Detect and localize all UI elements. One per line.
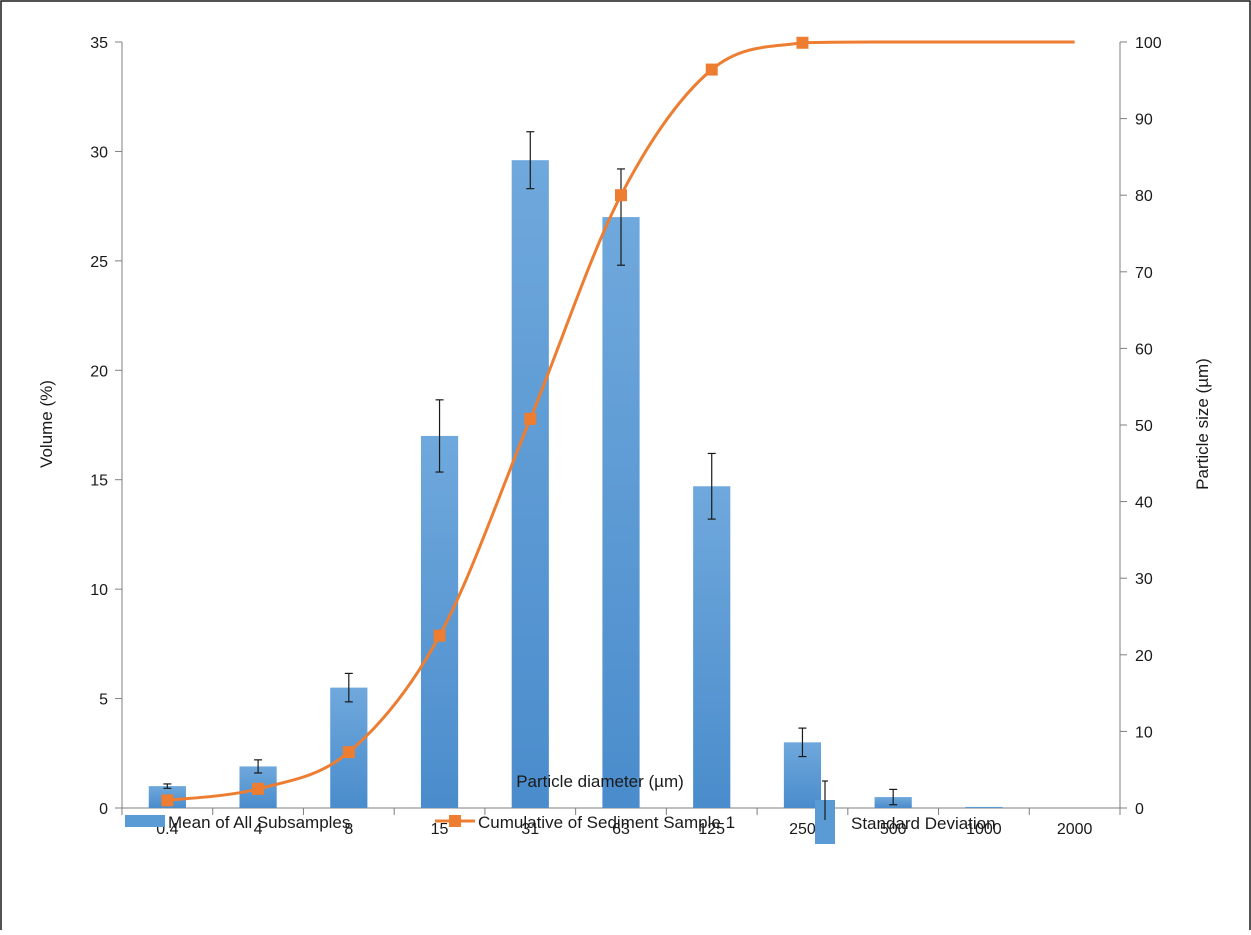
- bar: [420, 435, 459, 808]
- x-tick-label: 31: [521, 821, 539, 838]
- y-tick-label: 15: [90, 473, 108, 490]
- x-tick-label: 63: [612, 821, 630, 838]
- y2-tick-label: 90: [1135, 112, 1153, 129]
- bar: [511, 160, 549, 808]
- legend: Mean of All Subsamples Cumulative of Sed…: [125, 780, 996, 844]
- y-tick-label: 0: [99, 801, 108, 818]
- legend-label-mean: Mean of All Subsamples: [168, 813, 350, 832]
- y2-tick-label: 70: [1135, 265, 1153, 282]
- x-tick-label: 2000: [1057, 821, 1093, 838]
- cumulative-marker: [524, 412, 537, 425]
- x-tick-label: 15: [431, 821, 449, 838]
- y-tick-label: 10: [90, 582, 108, 599]
- y-axis-title: Volume (%): [37, 380, 56, 468]
- legend-label-cumulative: Cumulative of Sediment Sample 1: [478, 813, 735, 832]
- legend-swatch-cumulative-marker: [449, 815, 461, 827]
- legend-label-std-dev: Standard Deviation: [851, 814, 996, 833]
- x-tick-label: 125: [698, 821, 725, 838]
- y2-tick-label: 80: [1135, 188, 1153, 205]
- bar: [693, 486, 731, 808]
- y-tick-label: 35: [90, 35, 108, 52]
- cumulative-marker: [615, 189, 627, 202]
- x-tick-label: 500: [880, 821, 907, 838]
- bars: [148, 160, 1003, 809]
- cumulative-marker: [705, 63, 718, 76]
- x-tick-label: 1000: [966, 821, 1002, 838]
- cumulative-marker: [796, 36, 809, 49]
- y2-tick-label: 100: [1135, 35, 1162, 52]
- y-tick-label: 30: [90, 144, 108, 161]
- x-axis-title: Particle diameter (µm): [516, 772, 684, 791]
- y2-tick-label: 60: [1135, 341, 1153, 358]
- legend-swatch-mean: [125, 815, 165, 827]
- y2-tick-label: 10: [1135, 724, 1153, 741]
- y2-axis-title: Particle size (µm): [1193, 358, 1212, 490]
- legend-swatch-std-dev-bar: [815, 800, 835, 844]
- y-tick-label: 5: [99, 692, 108, 709]
- y2-tick-label: 40: [1135, 495, 1153, 512]
- error-bars: [163, 131, 898, 806]
- cumulative-marker: [161, 794, 174, 807]
- y2-tick-label: 50: [1135, 418, 1153, 435]
- bar: [965, 806, 1003, 808]
- cumulative-marker: [342, 746, 355, 759]
- cumulative-marker: [433, 629, 446, 642]
- y2-tick-label: 20: [1135, 648, 1153, 665]
- y-tick-label: 20: [90, 363, 108, 380]
- x-tick-label: 8: [344, 821, 353, 838]
- y2-tick-label: 0: [1135, 801, 1144, 818]
- cumulative-line-layer: [161, 36, 1075, 807]
- x-tick-label: 250: [789, 821, 816, 838]
- y2-tick-label: 30: [1135, 571, 1153, 588]
- x-tick-label: 4: [254, 821, 263, 838]
- bar: [602, 217, 640, 809]
- y-tick-label: 25: [90, 254, 108, 271]
- cumulative-marker: [252, 782, 265, 795]
